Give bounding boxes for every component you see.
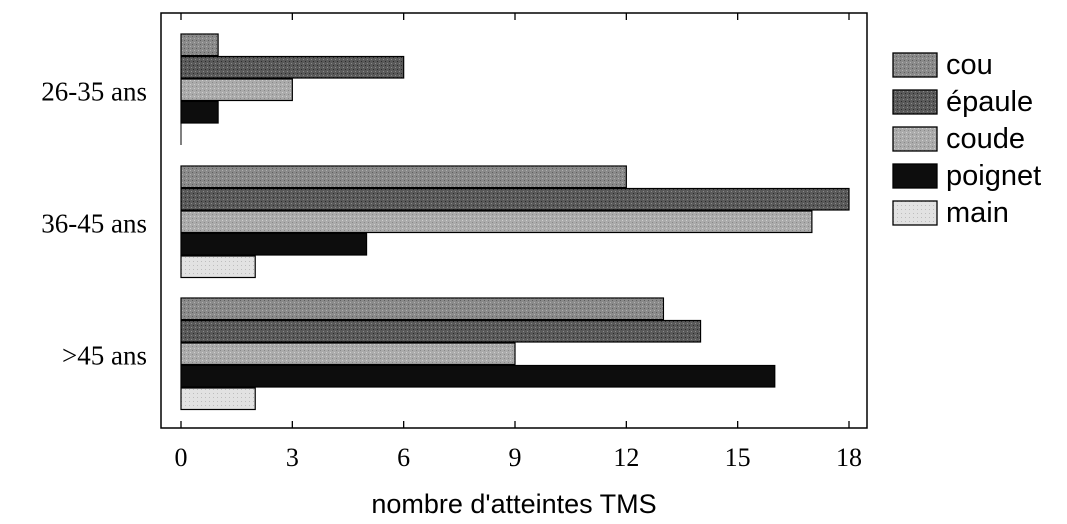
plot-border bbox=[160, 12, 868, 429]
bar-épaule-2 bbox=[180, 319, 702, 343]
bar-poignet-2 bbox=[180, 364, 776, 388]
y-axis-category-labels: 26-35 ans 36-45 ans >45 ans bbox=[41, 76, 147, 370]
bars bbox=[180, 33, 850, 411]
plot-frame bbox=[160, 12, 868, 429]
legend: cou épaule coude poignet main bbox=[892, 49, 1041, 229]
bar-main-2 bbox=[180, 387, 256, 411]
bar-main-1 bbox=[180, 255, 256, 279]
legend-swatch-épaule bbox=[892, 89, 938, 115]
y-category-label: 36-45 ans bbox=[41, 208, 147, 238]
x-tick-label: 6 bbox=[397, 443, 410, 472]
x-axis-ticks: 0 3 6 9 12 15 18 bbox=[175, 13, 862, 472]
legend-label-main: main bbox=[946, 197, 1009, 229]
y-category-label: 26-35 ans bbox=[41, 76, 147, 106]
legend-swatch-poignet bbox=[892, 163, 938, 189]
legend-swatch-main bbox=[892, 200, 938, 226]
x-axis-title: nombre d'atteintes TMS bbox=[371, 489, 656, 519]
legend-label-coude: coude bbox=[946, 123, 1025, 155]
bar-cou-1 bbox=[180, 165, 627, 189]
bar-poignet-0 bbox=[180, 100, 219, 124]
bar-poignet-1 bbox=[180, 232, 368, 256]
legend-label-poignet: poignet bbox=[946, 160, 1041, 192]
legend-label-épaule: épaule bbox=[946, 86, 1033, 118]
bar-coude-2 bbox=[180, 342, 516, 366]
x-tick-label: 9 bbox=[509, 443, 522, 472]
bar-épaule-0 bbox=[180, 55, 405, 79]
bar-épaule-1 bbox=[180, 187, 850, 211]
bar-cou-2 bbox=[180, 297, 665, 321]
bar-coude-0 bbox=[180, 78, 293, 102]
legend-swatch-cou bbox=[892, 52, 938, 78]
legend-label-cou: cou bbox=[946, 49, 993, 81]
x-tick-label: 0 bbox=[175, 443, 188, 472]
bar-coude-1 bbox=[180, 210, 813, 234]
x-tick-label: 3 bbox=[286, 443, 299, 472]
x-tick-label: 15 bbox=[725, 443, 751, 472]
bar-cou-0 bbox=[180, 33, 219, 57]
legend-swatch-coude bbox=[892, 126, 938, 152]
x-tick-label: 18 bbox=[836, 443, 862, 472]
y-category-label: >45 ans bbox=[62, 340, 147, 370]
x-tick-label: 12 bbox=[613, 443, 639, 472]
